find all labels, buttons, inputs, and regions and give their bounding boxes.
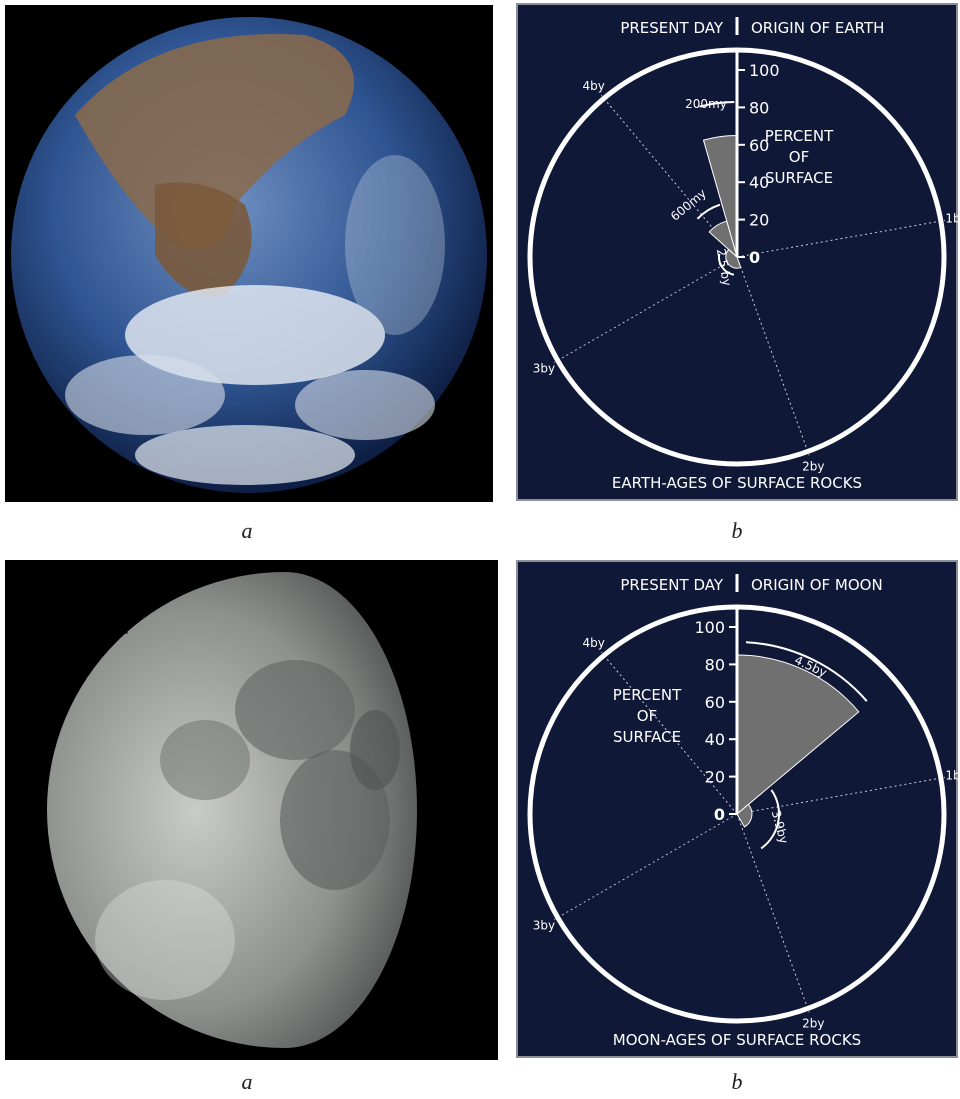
earth-photo <box>5 5 493 502</box>
time-label: 3by <box>533 919 555 933</box>
caption: b <box>731 518 743 543</box>
arrow-arc <box>760 789 780 850</box>
diagram-svg: 1by 2by 3by 4by PRESENT DAY ORIGIN OF EARTH EA… <box>516 3 960 501</box>
wedge <box>708 220 738 259</box>
diagram-svg: 1by 2by 3by 4by PRESENT DAY ORIGIN OF MOON MOO… <box>516 560 960 1058</box>
time-line <box>736 776 945 815</box>
time-label: 1by <box>945 768 958 782</box>
tick-label: 20 <box>749 211 769 230</box>
diagram-title: MOON-AGES OF SURFACE ROCKS <box>613 1031 861 1049</box>
tick-label: 100 <box>749 61 780 80</box>
moon-diagram: 1by 2by 3by 4by PRESENT DAY ORIGIN OF MOON MOO… <box>516 560 960 1058</box>
axis-label: OF <box>789 148 809 166</box>
tick-label: 80 <box>749 98 769 117</box>
axis-label: PERCENT <box>613 686 682 704</box>
tick-label: 20 <box>705 768 725 787</box>
arrow-arc <box>745 641 868 702</box>
time-line <box>736 813 810 1013</box>
time-label: 1by <box>945 211 958 225</box>
top-right-label: ORIGIN OF EARTH <box>751 19 884 37</box>
axis-label: SURFACE <box>613 728 681 746</box>
wedge <box>725 248 742 269</box>
tick-label: 60 <box>749 136 769 155</box>
tick-label: 0 <box>714 805 725 824</box>
caption: a <box>241 1069 253 1094</box>
axis-label: OF <box>637 707 657 725</box>
time-label: 4by <box>582 79 604 93</box>
axis-label: PERCENT <box>765 127 834 145</box>
tick-label: 0 <box>749 248 760 267</box>
tick-label: 100 <box>694 618 725 637</box>
top-right-label: ORIGIN OF MOON <box>751 576 883 594</box>
time-label: 2by <box>802 1017 824 1031</box>
tick-label: 40 <box>749 173 769 192</box>
time-label: 4by <box>582 636 604 650</box>
wedge <box>736 803 753 828</box>
time-line <box>600 652 738 815</box>
caption: b <box>731 1069 743 1094</box>
arrow-arc <box>699 101 735 108</box>
time-line <box>736 219 945 258</box>
tick-label: 60 <box>705 693 725 712</box>
axis-label: SURFACE <box>765 169 833 187</box>
arrow-arc <box>696 203 721 220</box>
tick-label: 40 <box>705 730 725 749</box>
time-line <box>554 256 738 363</box>
time-line <box>554 813 738 920</box>
wedge <box>736 654 860 816</box>
arrow-arc <box>718 253 735 276</box>
time-label: 2by <box>802 460 824 474</box>
caption: a <box>241 518 253 543</box>
moon-photo <box>5 560 498 1060</box>
time-line <box>736 256 810 456</box>
tick-label: 80 <box>705 655 725 674</box>
top-left-label: PRESENT DAY <box>620 576 723 594</box>
top-left-label: PRESENT DAY <box>620 19 723 37</box>
earth-diagram: 1by 2by 3by 4by PRESENT DAY ORIGIN OF EARTH EA… <box>516 3 960 501</box>
annotation: 2.5 by <box>714 248 734 287</box>
diagram-title: EARTH-AGES OF SURFACE ROCKS <box>612 474 862 492</box>
time-label: 3by <box>533 362 555 376</box>
annotation: 200my <box>685 97 727 111</box>
